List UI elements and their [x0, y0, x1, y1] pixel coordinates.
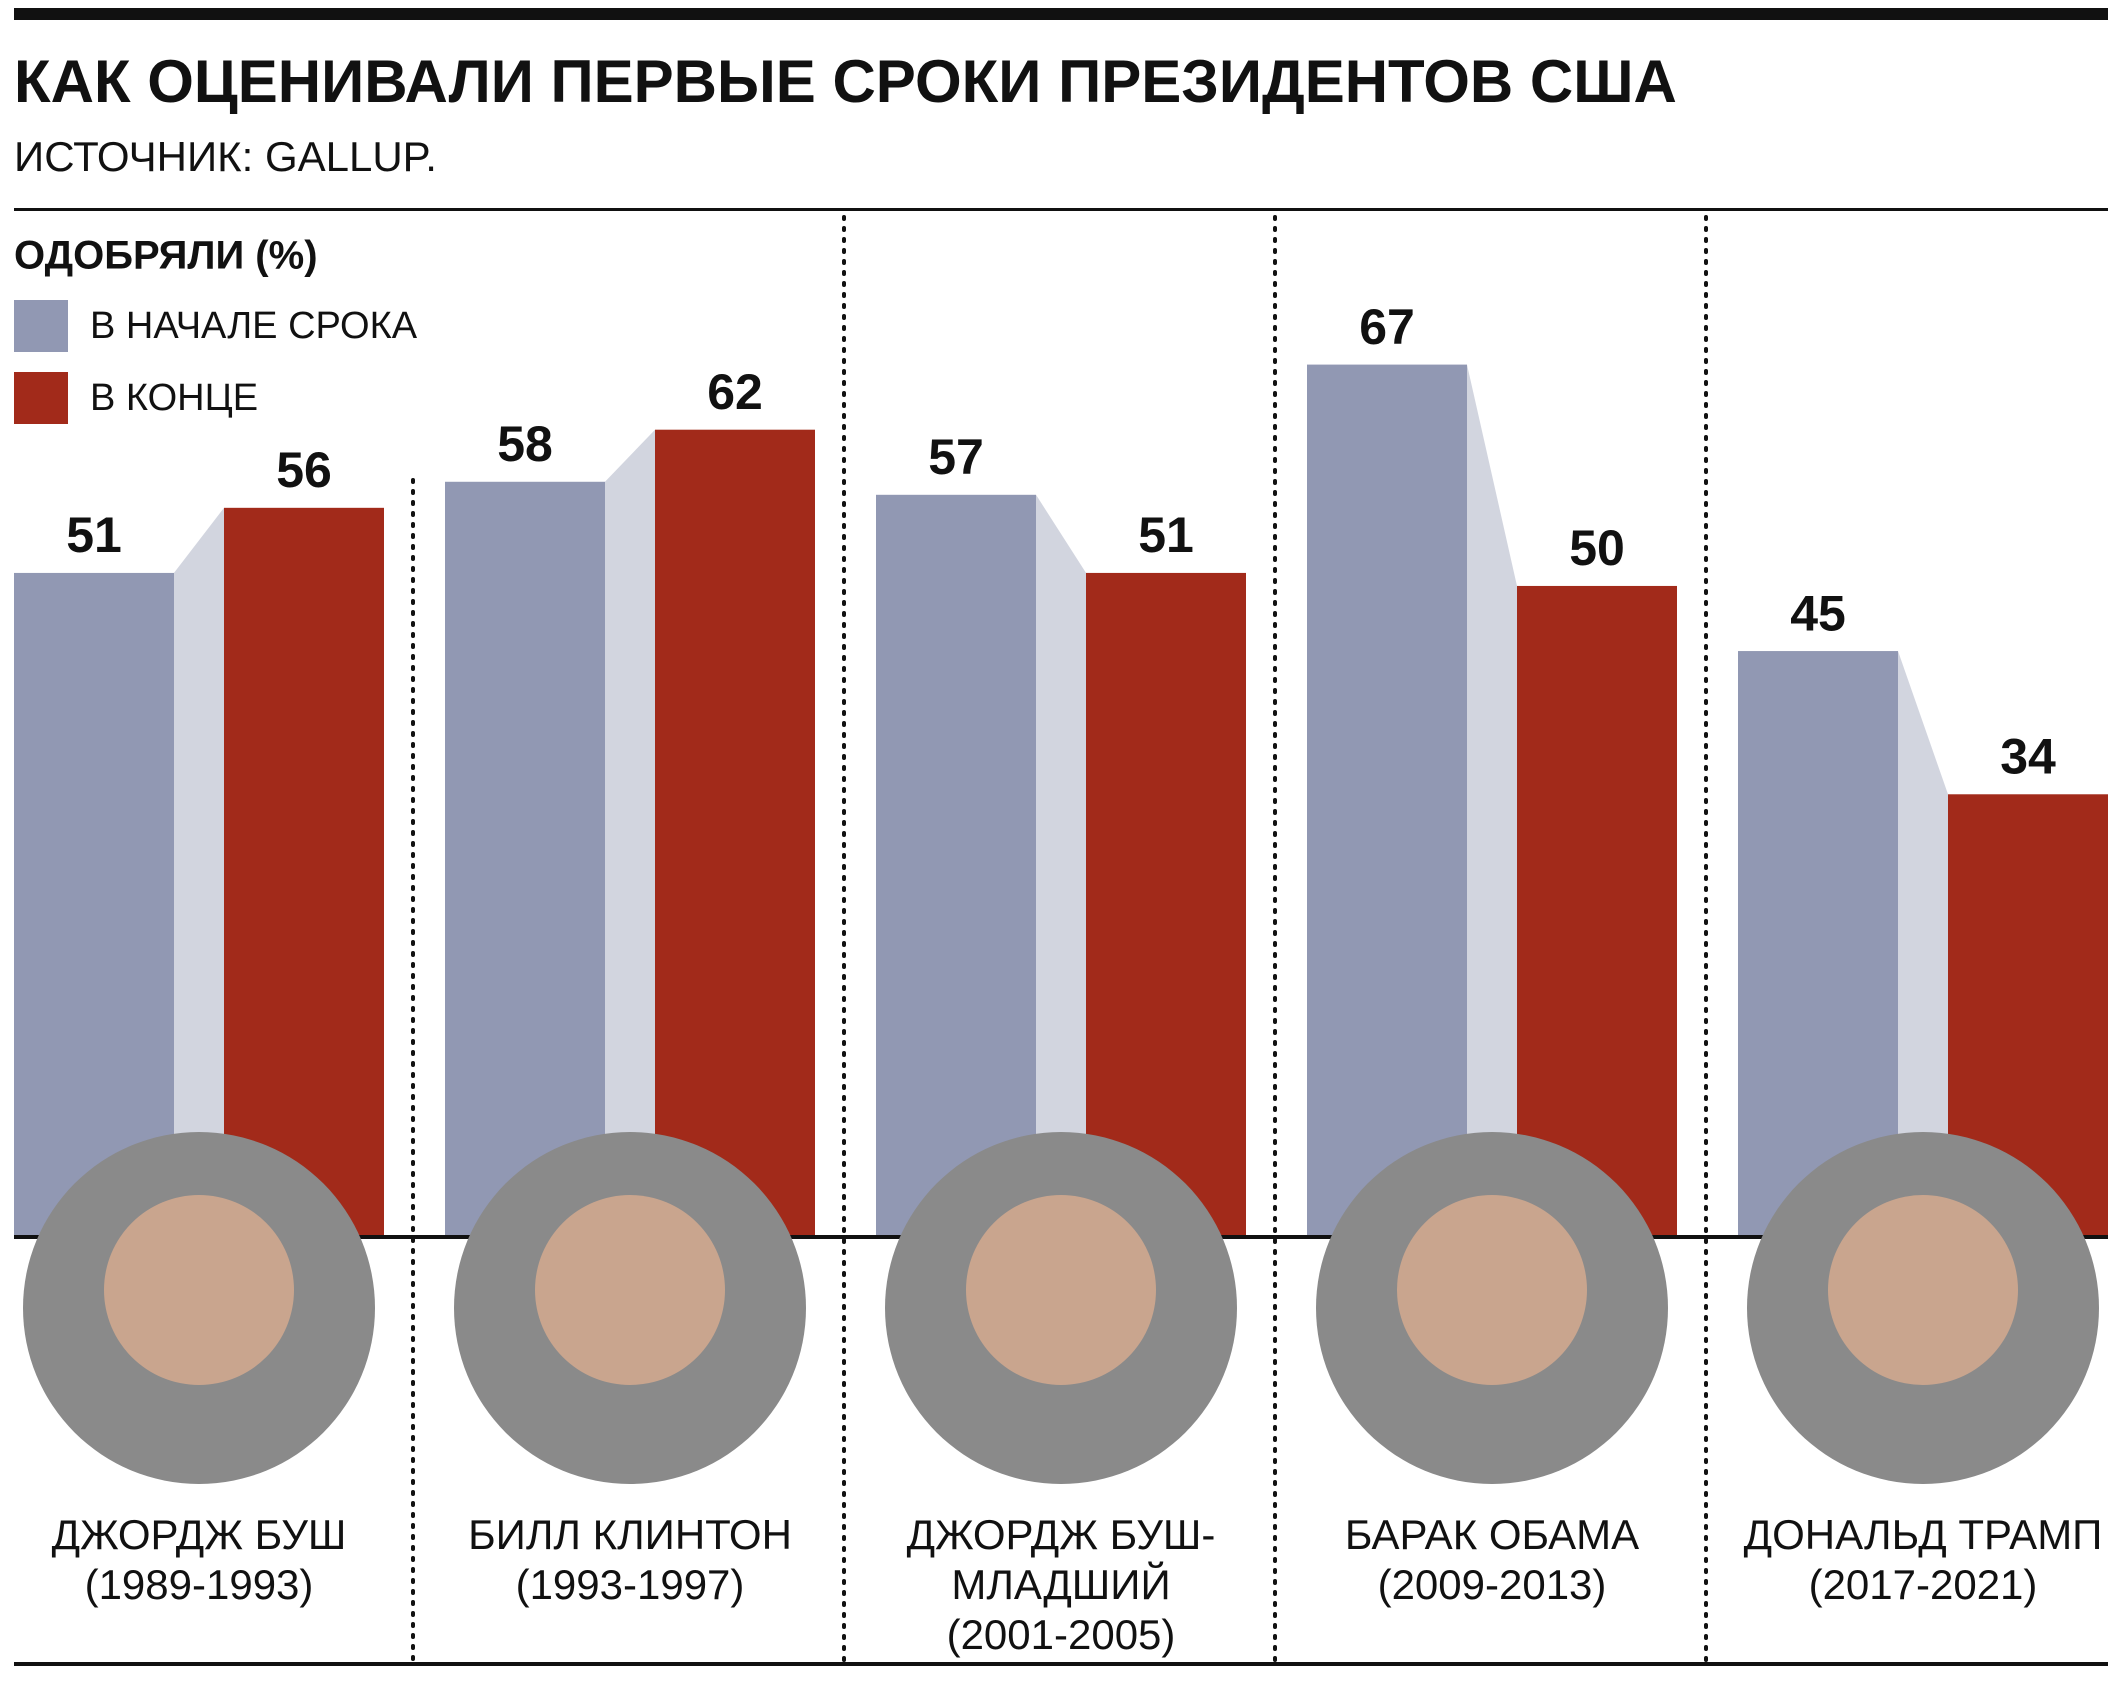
connector [1036, 494, 1086, 1237]
president-name: БАРАК ОБАМА [1344, 1511, 1640, 1558]
value-label: 62 [707, 364, 763, 420]
value-label: 50 [1569, 520, 1625, 576]
connector [1467, 364, 1517, 1237]
legend-swatch [14, 300, 68, 352]
bar [876, 494, 1036, 1237]
bar [1517, 585, 1677, 1237]
term-years: (2017-2021) [1808, 1561, 2038, 1608]
bar [1307, 364, 1467, 1237]
value-label: 58 [497, 416, 553, 472]
value-label: 56 [276, 442, 332, 498]
portrait-face [1397, 1195, 1587, 1385]
value-label: 51 [66, 507, 122, 563]
category-label: БИЛЛ КЛИНТОН (1993-1997) [420, 1510, 840, 1610]
portrait-face [104, 1195, 294, 1385]
legend-title: ОДОБРЯЛИ (%) [14, 234, 318, 278]
connector [174, 507, 224, 1237]
legend-swatch [14, 372, 68, 424]
top-rule [14, 8, 2108, 20]
value-label: 45 [1790, 585, 1846, 641]
bar [224, 507, 384, 1237]
portrait-face [535, 1195, 725, 1385]
legend-label: В НАЧАЛЕ СРОКА [90, 305, 418, 347]
term-years: (1993-1997) [515, 1561, 745, 1608]
president-name: ДЖОРДЖ БУШ-МЛАДШИЙ [906, 1511, 1216, 1608]
connector [605, 429, 655, 1238]
bar [1738, 651, 1898, 1237]
legend-label: В КОНЦЕ [90, 377, 258, 419]
category-label: БАРАК ОБАМА (2009-2013) [1282, 1510, 1702, 1610]
category-label: ДЖОРДЖ БУШ (1989-1993) [0, 1510, 409, 1610]
bottom-rule [14, 1662, 2108, 1666]
value-label: 51 [1138, 507, 1194, 563]
bar [445, 481, 605, 1238]
president-name: ДОНАЛЬД ТРАМП [1743, 1511, 2103, 1558]
value-label: 67 [1359, 299, 1415, 355]
category-label: ДОНАЛЬД ТРАМП (2017-2021) [1713, 1510, 2122, 1610]
president-name: ДЖОРДЖ БУШ [51, 1511, 347, 1558]
chart-subtitle: ИСТОЧНИК: GALLUP. [14, 133, 437, 180]
term-years: (2009-2013) [1377, 1561, 1607, 1608]
portrait-face [1828, 1195, 2018, 1385]
bar [655, 429, 815, 1238]
portrait-face [966, 1195, 1156, 1385]
term-years: (2001-2005) [946, 1611, 1176, 1658]
bar [1086, 572, 1246, 1237]
value-label: 57 [928, 429, 984, 485]
president-name: БИЛЛ КЛИНТОН [468, 1511, 792, 1558]
term-years: (1989-1993) [84, 1561, 314, 1608]
bar [14, 572, 174, 1237]
value-label: 34 [2000, 728, 2056, 784]
category-label: ДЖОРДЖ БУШ-МЛАДШИЙ (2001-2005) [851, 1510, 1271, 1660]
rule [14, 208, 2108, 211]
connector [1898, 651, 1948, 1237]
chart-title: КАК ОЦЕНИВАЛИ ПЕРВЫЕ СРОКИ ПРЕЗИДЕНТОВ С… [14, 48, 1677, 115]
